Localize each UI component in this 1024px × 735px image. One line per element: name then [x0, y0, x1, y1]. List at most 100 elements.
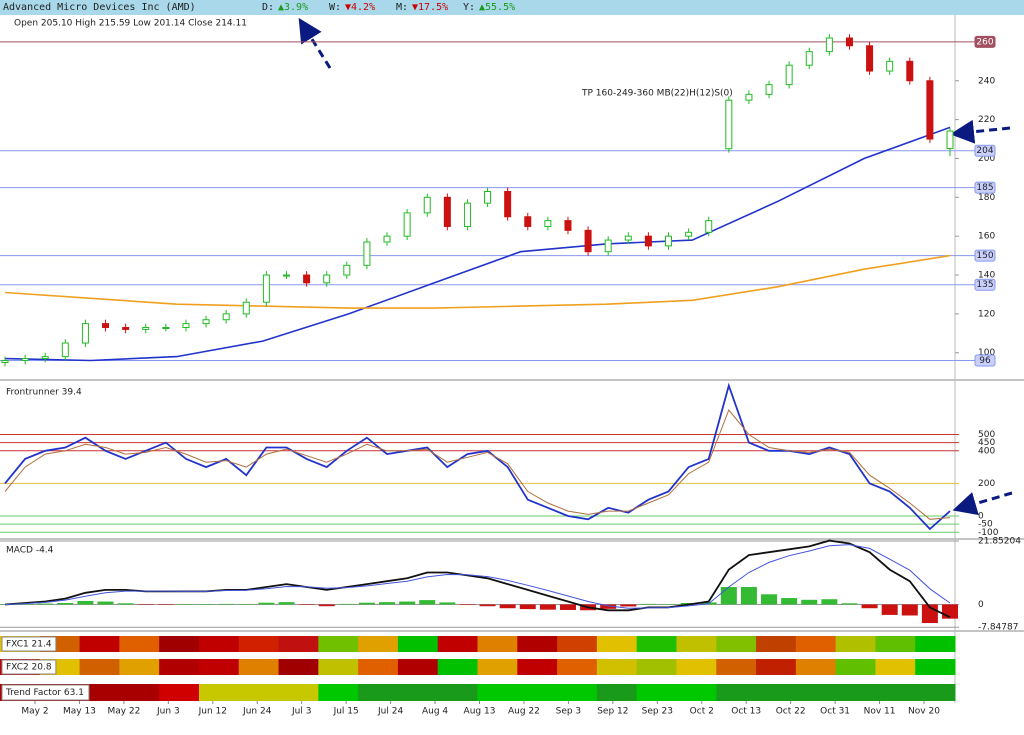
heat-cell [517, 659, 558, 675]
candle-body [61, 342, 69, 358]
x-tick-label: Jul 3 [291, 707, 311, 717]
arrow-annotation [298, 17, 332, 69]
candle-body [624, 235, 632, 241]
heat-cell [238, 684, 280, 701]
change-label: M: [396, 2, 408, 13]
level-label: 96 [979, 356, 991, 366]
histogram-bar [298, 604, 315, 605]
histogram-bar [740, 587, 757, 605]
change-value: ▲3.9% [278, 2, 308, 13]
heat-cell [358, 636, 399, 652]
candle-body [765, 84, 773, 95]
heat-cell [79, 636, 120, 652]
heat-cell [159, 684, 200, 701]
y-tick-label: -100 [978, 528, 999, 538]
x-tick-label: Jul 24 [377, 707, 403, 717]
heat-cell [676, 659, 717, 675]
candle-body [222, 313, 230, 321]
heat-cell [397, 636, 439, 652]
y-tick-label: 400 [978, 446, 995, 456]
histogram-bar [439, 602, 456, 605]
histogram-bar [17, 603, 34, 605]
y-tick-label: 450 [978, 438, 995, 448]
heat-cell [835, 684, 876, 701]
x-tick-label: Sep 3 [556, 707, 582, 717]
change-value: ▼17.5% [412, 2, 448, 13]
x-tick-label: Jun 24 [242, 707, 272, 717]
histogram-bar [358, 602, 375, 605]
heat-cell [795, 684, 837, 701]
histogram-bar [278, 602, 295, 605]
heat-cell [517, 636, 558, 652]
histogram-bar [258, 602, 275, 605]
title-box [1, 636, 57, 652]
heat-cell [198, 684, 240, 701]
candle-body [685, 231, 693, 237]
level-label: 185 [976, 183, 993, 193]
histogram-bar [499, 604, 516, 609]
heat-cell [835, 659, 876, 675]
y-tick-label: 200 [978, 479, 995, 489]
candle-body [906, 60, 914, 82]
y-tick-label: 200 [978, 154, 995, 164]
x-tick-label: Sep 12 [597, 707, 628, 717]
histogram-bar [459, 604, 476, 606]
panel-title: Trend Factor 63.1 [5, 688, 84, 698]
heat-cell [278, 684, 319, 701]
heat-cell [636, 659, 677, 675]
histogram-bar [600, 604, 617, 609]
y-tick-label: 160 [978, 232, 995, 242]
panel-title: Frontrunner 39.4 [6, 388, 82, 398]
heat-cell [716, 684, 757, 701]
histogram-bar [479, 604, 496, 607]
heat-cell [716, 636, 757, 652]
x-tick-label: Oct 22 [776, 707, 806, 717]
y-tick-label: 240 [978, 76, 995, 86]
candle-body [825, 37, 833, 53]
candle-body [866, 45, 874, 72]
histogram-bar [117, 603, 134, 605]
heat-cell [159, 636, 200, 652]
y-tick-label: 500 [978, 430, 995, 440]
candle-body [564, 220, 572, 231]
panel-title: FXC1 21.4 [6, 640, 52, 650]
y-tick-label: 120 [978, 309, 995, 319]
candle-body [81, 323, 89, 344]
candle-body [946, 130, 954, 150]
candle-body [926, 80, 934, 140]
stock-title: Advanced Micro Devices Inc (AMD) [3, 2, 196, 13]
y-tick-label: -7.84787 [978, 623, 1018, 633]
level-box [974, 144, 996, 157]
heat-cell [477, 659, 518, 675]
histogram-bar [660, 604, 677, 605]
title-box [1, 684, 90, 701]
level-box [974, 354, 996, 367]
candle-body [303, 274, 311, 284]
heat-cell [318, 659, 359, 675]
histogram-bar [419, 600, 436, 605]
histogram-bar [761, 594, 778, 605]
histogram-bar [238, 604, 255, 605]
x-tick-label: Aug 13 [464, 707, 496, 717]
x-tick-label: Sep 23 [642, 707, 673, 717]
heat-cell [676, 684, 717, 701]
x-tick-label: May 22 [107, 707, 140, 717]
candle-body [504, 190, 512, 218]
heat-cell [238, 636, 280, 652]
candle-body [202, 319, 210, 325]
line-series [4, 544, 951, 609]
ohlc-text: Open 205.10 High 215.59 Low 201.14 Close… [14, 19, 247, 29]
heat-cell [79, 659, 120, 675]
histogram-bar [861, 604, 878, 609]
candle-body [524, 216, 532, 227]
histogram-bar [841, 603, 858, 605]
heat-cell [358, 684, 399, 701]
candle-body [443, 196, 451, 227]
heat-cell [875, 659, 916, 675]
heat-cell [119, 659, 160, 675]
candle-body [544, 220, 552, 227]
heat-cell [596, 636, 638, 652]
title-box [1, 659, 57, 675]
heat-cell [159, 659, 200, 675]
heat-cell [716, 659, 757, 675]
